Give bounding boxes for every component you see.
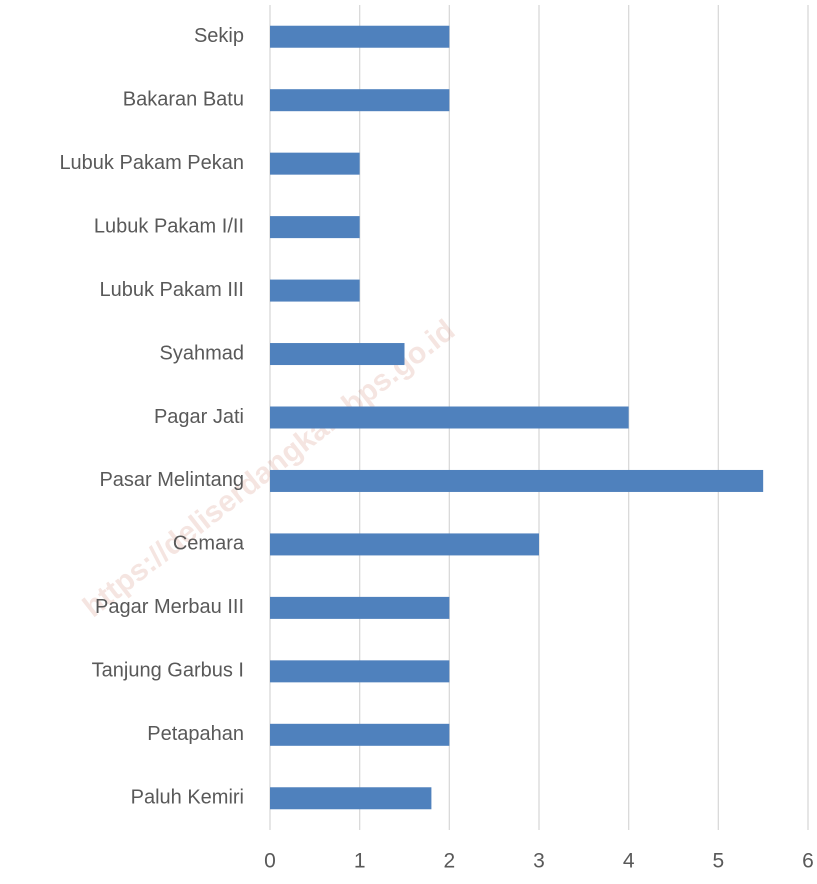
y-tick-label: Tanjung Garbus I — [92, 660, 244, 682]
y-tick-label: Pagar Jati — [154, 406, 244, 428]
bar — [270, 723, 450, 746]
bar — [270, 596, 450, 619]
y-tick-label: Cemara — [173, 533, 245, 555]
bar — [270, 216, 360, 239]
bar — [270, 279, 360, 302]
y-tick-label: Petapahan — [147, 723, 244, 745]
bar — [270, 25, 450, 48]
bar — [270, 152, 360, 175]
y-tick-label: Syahmad — [160, 342, 245, 364]
bar — [270, 787, 432, 810]
x-tick-label: 4 — [623, 850, 635, 873]
x-tick-label: 1 — [354, 850, 366, 873]
y-tick-label: Lubuk Pakam I/II — [94, 215, 244, 237]
bar — [270, 89, 450, 112]
y-tick-label: Lubuk Pakam III — [99, 279, 244, 301]
x-tick-label: 6 — [802, 850, 814, 873]
bar — [270, 343, 405, 366]
y-tick-label: Pasar Melintang — [99, 469, 244, 491]
y-tick-label: Sekip — [194, 25, 244, 47]
y-tick-label: Pagar Merbau III — [95, 596, 244, 618]
x-tick-label: 3 — [533, 850, 545, 873]
x-tick-label: 2 — [443, 850, 455, 873]
bar — [270, 660, 450, 683]
x-tick-label: 0 — [264, 850, 276, 873]
x-tick-label: 5 — [712, 850, 724, 873]
y-tick-label: Bakaran Batu — [123, 88, 244, 110]
bar — [270, 406, 629, 429]
bar — [270, 533, 539, 556]
y-tick-label: Paluh Kemiri — [131, 787, 244, 809]
y-tick-label: Lubuk Pakam Pekan — [59, 152, 244, 174]
bar — [270, 469, 764, 492]
